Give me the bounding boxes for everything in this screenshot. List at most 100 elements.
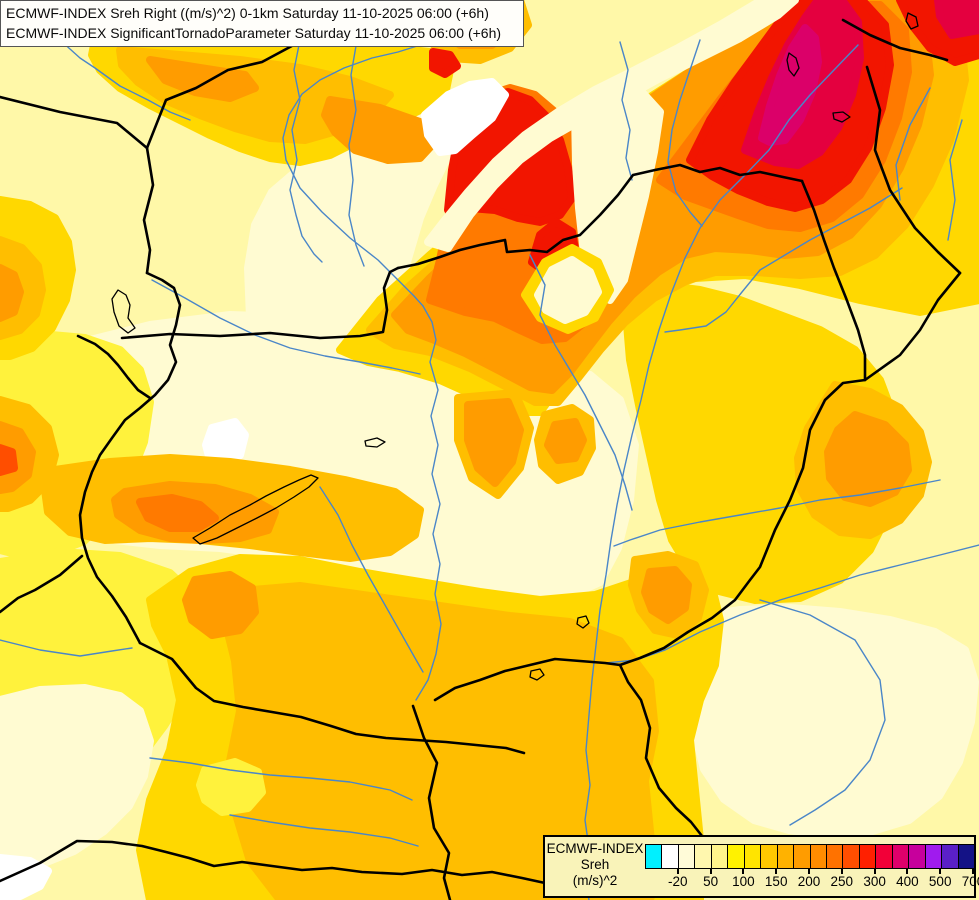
legend-tick-label: 150 xyxy=(764,874,788,889)
legend-parameter-name: Sreh xyxy=(580,857,610,872)
contour-fill-region xyxy=(0,854,52,900)
legend-tick-label: 200 xyxy=(797,874,821,889)
contour-fill-region xyxy=(758,24,822,146)
contour-fill-region xyxy=(544,418,587,464)
lake-outline xyxy=(529,668,545,681)
legend-tick xyxy=(906,868,909,874)
legend-tick-row xyxy=(645,868,974,874)
contour-fill-region xyxy=(534,256,602,324)
country-border-line xyxy=(865,65,962,275)
legend-tick xyxy=(676,868,679,874)
legend-color-cell xyxy=(825,845,843,868)
river-line xyxy=(282,41,431,307)
legend-tick xyxy=(840,868,843,874)
forecast-title-box: ECMWF-INDEX Sreh Right ((m/s)^2) 0-1km S… xyxy=(0,0,524,47)
lake-outline xyxy=(905,12,919,30)
river-line xyxy=(613,479,941,547)
contour-fill-region xyxy=(136,494,219,532)
legend-color-cell xyxy=(776,845,794,868)
legend-color-cell xyxy=(957,845,975,868)
lake-outline xyxy=(111,289,136,334)
legend-tick xyxy=(808,868,810,874)
legend-tick-label: 250 xyxy=(830,874,854,889)
contour-fill-region xyxy=(429,48,461,78)
river-line xyxy=(619,41,633,181)
country-border-line xyxy=(396,163,804,270)
river-line xyxy=(605,544,979,664)
legend-color-cell xyxy=(908,845,925,868)
legend-tick xyxy=(939,868,942,874)
country-border-line xyxy=(0,554,84,614)
river-lines xyxy=(0,39,979,900)
legend-color-cell xyxy=(661,845,678,868)
legend-color-cell xyxy=(677,845,695,868)
river-line xyxy=(151,279,421,375)
legend-tick-label: 400 xyxy=(896,874,919,889)
legend-color-cell xyxy=(646,845,662,868)
lake-outline xyxy=(364,437,386,448)
legend-color-cell xyxy=(710,845,728,868)
contour-fill-region xyxy=(464,398,524,487)
contour-fill-region xyxy=(146,56,259,102)
country-border-line xyxy=(841,18,949,62)
river-line xyxy=(415,305,442,701)
legend-color-cell xyxy=(743,845,761,868)
contour-fill-region xyxy=(321,96,436,164)
country-border-line xyxy=(800,179,867,382)
lake-outline xyxy=(192,474,319,545)
contour-fill-region xyxy=(421,78,509,156)
legend-color-cell xyxy=(875,845,892,868)
lake-outline xyxy=(832,111,851,123)
forecast-title-line2: ECMWF-INDEX SignificantTornadoParameter … xyxy=(6,25,502,41)
contour-fill-region xyxy=(221,582,659,900)
river-line xyxy=(667,39,703,227)
country-border-line xyxy=(618,271,962,667)
river-line xyxy=(947,119,963,241)
river-line xyxy=(149,757,413,801)
legend-tick-label: 100 xyxy=(732,874,755,889)
legend-color-cell xyxy=(891,845,909,868)
country-border-line xyxy=(142,146,155,275)
river-line xyxy=(529,254,633,511)
legend-color-cell xyxy=(793,845,810,868)
lake-outline xyxy=(786,52,800,77)
country-border-line xyxy=(433,657,622,702)
river-line xyxy=(0,639,133,657)
legend-color-cell xyxy=(727,845,744,868)
legend-tick xyxy=(742,868,745,874)
legend-color-cell xyxy=(842,845,859,868)
contour-fill-region xyxy=(0,264,24,322)
legend-tick-label: 300 xyxy=(863,874,886,889)
contour-fill-region xyxy=(182,571,259,639)
legend-tick-label: -20 xyxy=(668,874,688,889)
legend-model-name: ECMWF-INDEX xyxy=(546,841,644,856)
contour-fill-region xyxy=(934,0,979,39)
country-border-line xyxy=(0,95,149,150)
legend-tick-labels: -20 50 100 150 200 250 300 400 500 700 xyxy=(645,874,979,892)
river-line xyxy=(229,814,419,847)
country-borders xyxy=(0,18,962,900)
legend-color-cell xyxy=(760,845,777,868)
legend-tick-label: 700 xyxy=(961,874,979,889)
river-line xyxy=(319,486,424,673)
legend-tick xyxy=(873,868,876,874)
legend-color-cell xyxy=(694,845,711,868)
forecast-title-line1: ECMWF-INDEX Sreh Right ((m/s)^2) 0-1km S… xyxy=(6,5,489,21)
legend-tick-label: 500 xyxy=(928,874,952,889)
country-border-line xyxy=(145,38,305,150)
legend-parameter-label: ECMWF-INDEX Sreh (m/s)^2 xyxy=(545,841,645,889)
legend-color-cell xyxy=(924,845,942,868)
river-line xyxy=(289,39,323,263)
legend-tick-label: 50 xyxy=(703,874,719,889)
legend-color-cell xyxy=(941,845,958,868)
lake-outlines xyxy=(111,12,919,681)
river-line xyxy=(584,44,859,900)
legend-tick xyxy=(709,868,712,874)
legend-tick xyxy=(775,868,778,874)
river-line xyxy=(664,187,903,333)
contour-fill-region xyxy=(424,0,799,252)
country-border-line xyxy=(411,704,452,900)
lake-outline xyxy=(576,615,590,629)
